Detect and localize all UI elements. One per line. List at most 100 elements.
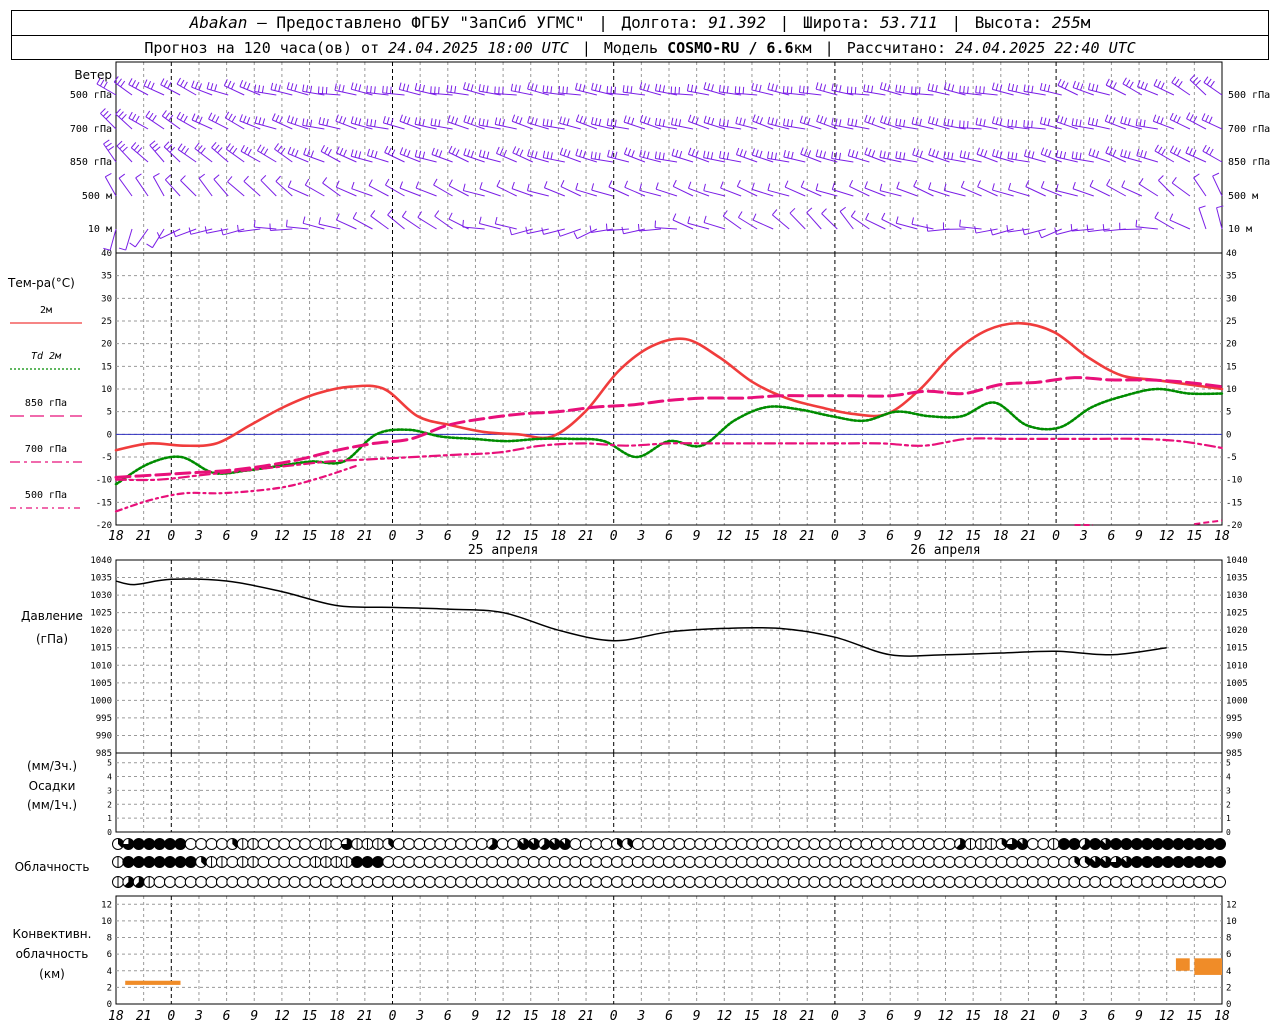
wind-barb-feather <box>482 84 485 92</box>
wind-barb <box>1212 172 1223 197</box>
wind-barb-shaft <box>463 121 485 130</box>
wind-barb-feather <box>1064 82 1069 90</box>
wind-barb-feather <box>807 117 811 125</box>
wind-barb-feather <box>835 84 838 92</box>
cloud-symbol <box>351 876 364 888</box>
conv-bar <box>1175 958 1190 971</box>
wind-barb-feather <box>751 148 755 156</box>
time-tick-label: 3 <box>194 529 203 544</box>
wind-barb-feather <box>662 85 666 93</box>
wind-barb-shaft <box>831 89 854 96</box>
time-tick-label-bottom: 21 <box>578 1009 594 1024</box>
wind-barb-feather <box>850 210 856 217</box>
cloud-symbol <box>631 876 644 888</box>
cloud-circle <box>517 876 530 888</box>
wind-barb <box>479 182 501 197</box>
wind-barb-feather <box>694 85 697 93</box>
wind-barb-shaft <box>1137 86 1159 96</box>
wind-barb-shaft <box>752 154 774 163</box>
wind-barb-feather <box>895 151 898 159</box>
wind-barb-shaft <box>1153 120 1175 130</box>
wind-barb-shaft <box>575 89 597 96</box>
cloud-symbol <box>1068 838 1081 850</box>
cloud-circle <box>527 876 540 888</box>
temp-ytick-left: -15 <box>96 498 112 508</box>
cloud-symbol <box>1037 876 1050 888</box>
wind-barb-shaft <box>270 89 293 96</box>
wind-barb <box>198 173 213 197</box>
cloud-symbol <box>735 838 748 850</box>
cloud-circle <box>1130 838 1143 850</box>
wind-barb <box>253 220 277 230</box>
wind-barb-feather <box>274 83 278 91</box>
wind-barb-shaft <box>784 186 806 197</box>
wind-barb-feather <box>1136 148 1140 156</box>
cloud-circle <box>257 856 270 868</box>
cloud-symbol <box>611 856 624 868</box>
cloud-circle <box>465 838 478 850</box>
wind-barb-feather <box>983 86 985 94</box>
wind-barb-feather <box>306 118 309 127</box>
wind-barb <box>575 82 597 96</box>
wind-barb-shaft <box>751 89 774 96</box>
wind-barb-feather <box>526 183 530 191</box>
wind-barb <box>191 113 213 130</box>
wind-barb-shaft <box>402 216 421 230</box>
cloud-circle <box>444 838 457 850</box>
wind-barb <box>385 178 405 197</box>
cloud-circle <box>330 876 343 888</box>
wind-barb <box>1023 119 1046 130</box>
wind-barb-feather <box>214 84 218 92</box>
wind-barb-feather <box>959 150 963 158</box>
temp-ytick-right: -15 <box>1226 498 1242 508</box>
wind-barb-feather <box>479 182 483 190</box>
wind-barb <box>352 212 373 230</box>
wind-barb <box>1135 219 1158 230</box>
precip-ytick-left: 3 <box>107 786 112 795</box>
wind-barb <box>176 111 197 130</box>
wind-barb-feather <box>606 118 609 126</box>
cloud-symbol <box>569 876 582 888</box>
time-tick-label: 15 <box>1187 529 1203 544</box>
wind-barb-feather <box>310 119 313 127</box>
wind-barb-feather <box>1087 82 1091 90</box>
cloud-symbol <box>486 838 499 850</box>
wind-barb-feather <box>261 85 265 93</box>
wind-barb-shaft <box>789 212 806 230</box>
cloud-circle <box>143 856 156 868</box>
cloud-circle <box>652 856 665 868</box>
cloud-circle <box>507 876 520 888</box>
cloud-symbol <box>299 838 312 850</box>
cloud-circle <box>590 838 603 850</box>
cloud-symbol <box>475 856 488 868</box>
wind-barb-feather <box>736 179 741 187</box>
wind-barb <box>575 114 598 130</box>
cloud-circle <box>465 876 478 888</box>
cloud-symbol <box>195 856 208 868</box>
wind-barb <box>789 207 806 230</box>
cloud-symbol <box>1172 876 1185 888</box>
cloud-symbol <box>455 856 468 868</box>
wind-barb-feather <box>342 85 345 93</box>
wind-barb-feather <box>240 144 245 152</box>
wind-barb-feather <box>1027 120 1029 128</box>
wind-barb <box>606 118 630 130</box>
wind-barb-feather <box>775 84 778 92</box>
wind-barb-feather <box>815 183 819 191</box>
wind-barb <box>815 82 838 96</box>
wind-barb-feather <box>1007 83 1011 91</box>
wind-barb-shaft <box>975 124 998 130</box>
wind-barb <box>1186 112 1207 130</box>
wind-barb <box>304 178 325 197</box>
wind-barb-shaft <box>318 92 341 96</box>
wind-barb-feather <box>928 148 932 156</box>
cloud-symbol <box>725 876 738 888</box>
cloud-circle <box>278 856 291 868</box>
precip-unit1: (мм/1ч.) <box>27 798 77 812</box>
wind-barb-feather <box>630 86 633 94</box>
cloud-circle <box>475 838 488 850</box>
wind-barb-feather <box>287 180 292 188</box>
wind-barb-feather <box>867 116 872 124</box>
wind-barb-shaft <box>543 157 565 163</box>
cloud-symbol <box>278 856 291 868</box>
